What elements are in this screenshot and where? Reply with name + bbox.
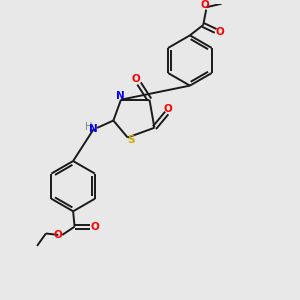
Text: N: N xyxy=(89,124,98,134)
Text: O: O xyxy=(201,0,209,10)
Text: N: N xyxy=(116,91,125,101)
Text: O: O xyxy=(215,27,224,38)
Text: S: S xyxy=(128,135,135,145)
Text: H: H xyxy=(85,122,92,132)
Text: O: O xyxy=(132,74,140,84)
Text: O: O xyxy=(164,103,172,114)
Text: O: O xyxy=(53,230,62,240)
Text: O: O xyxy=(90,222,99,232)
